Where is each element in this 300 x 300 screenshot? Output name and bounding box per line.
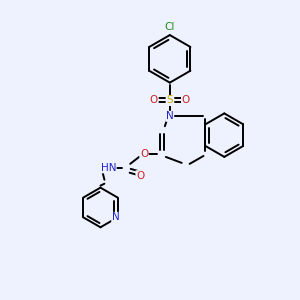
- Text: O: O: [182, 95, 190, 106]
- Text: Cl: Cl: [165, 22, 175, 32]
- Text: HN: HN: [100, 163, 116, 173]
- Text: S: S: [167, 95, 173, 106]
- Text: O: O: [140, 149, 148, 159]
- Text: N: N: [166, 111, 174, 121]
- Text: O: O: [136, 171, 144, 181]
- Text: O: O: [150, 95, 158, 106]
- Text: N: N: [112, 212, 119, 222]
